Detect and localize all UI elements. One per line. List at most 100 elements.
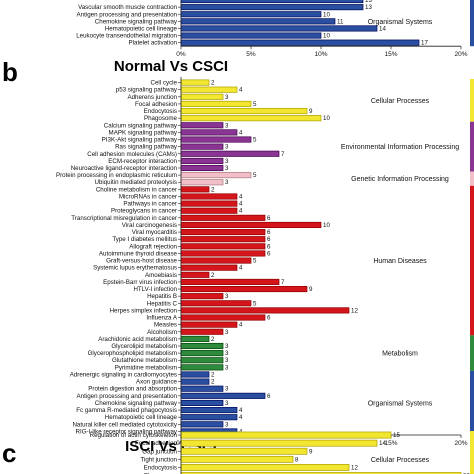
bar-value-label: 11 <box>337 18 344 25</box>
bar-value-label: 17 <box>421 40 428 47</box>
bar <box>180 264 238 271</box>
bar <box>180 278 280 285</box>
category-label: Hepatitis C <box>147 300 178 307</box>
bar <box>180 179 224 186</box>
bar <box>180 385 224 392</box>
bar <box>180 4 364 11</box>
category-label: Endocytosis <box>144 108 177 115</box>
bar-value-label: 2 <box>211 336 215 343</box>
category-label: MAPK signaling pathway <box>109 129 178 136</box>
category-label: Measles <box>154 322 177 329</box>
bar <box>180 122 224 129</box>
category-label: Amoebiasis <box>145 272 177 279</box>
x-tick-label: 20% <box>454 51 467 58</box>
bar <box>180 421 224 428</box>
bar <box>180 335 210 342</box>
category-label: Viral myocarditis <box>132 229 177 236</box>
bar <box>180 250 266 257</box>
category-label: Viral carcinogenesis <box>122 222 177 229</box>
bar-value-label: 9 <box>309 108 313 115</box>
bar <box>180 136 252 143</box>
bar-value-label: 6 <box>267 315 271 322</box>
bar-value-label: 10 <box>323 115 330 122</box>
group-label: Organismal Systems <box>368 19 433 26</box>
bar-value-label: 6 <box>267 215 271 222</box>
bar-value-label: 5 <box>253 300 257 307</box>
category-label: Systemic lupus erythematosus <box>93 265 177 272</box>
bar-value-label: 7 <box>281 279 285 286</box>
bar <box>180 79 210 86</box>
category-label: Phagosome <box>144 115 178 122</box>
bar <box>180 200 238 207</box>
category-label: Glycerophospholipid metabolism <box>88 350 177 357</box>
bar-value-label: 3 <box>225 350 229 357</box>
bar-value-label: 9 <box>309 448 313 455</box>
bar-value-label: 4 <box>239 129 243 136</box>
bar-value-label: 2 <box>211 379 215 386</box>
bar <box>180 129 238 136</box>
bar-value-label: 7 <box>281 151 285 158</box>
bar <box>180 357 224 364</box>
bar <box>180 321 238 328</box>
bar-value-label: 10 <box>323 11 330 18</box>
bar-value-label: 3 <box>225 179 229 186</box>
bar-value-label: 6 <box>267 250 271 257</box>
bar-value-label: 12 <box>351 464 358 471</box>
bar <box>180 455 294 463</box>
bar <box>180 285 308 293</box>
bar-value-label: 4 <box>239 201 243 208</box>
x-tick-label: 5% <box>246 51 256 58</box>
x-tick-label: 0% <box>176 51 186 58</box>
category-label: Antigen processing and presentation <box>77 393 178 400</box>
category-label: Focal adhesion <box>135 101 178 108</box>
bar <box>180 0 364 4</box>
x-tick-label: 10% <box>314 51 327 58</box>
panel-a-chart: 13 Vascular smooth muscle contraction 13 An… <box>76 0 474 58</box>
category-label: Endocytosis <box>144 464 177 471</box>
bar <box>180 100 252 107</box>
bar <box>180 172 252 179</box>
panel-title: Normal Vs CSCI <box>114 58 228 75</box>
category-label: Herpes simplex infection <box>110 307 178 314</box>
group-label: Metabolism <box>382 351 418 358</box>
category-label: Antigen processing and presentation <box>77 11 178 18</box>
bar <box>180 236 266 243</box>
bar <box>180 39 420 46</box>
bar-value-label: 6 <box>267 229 271 236</box>
category-label: Adrenergic signaling in cardiomyocytes <box>70 371 177 378</box>
bar-value-label: 2 <box>211 272 215 279</box>
category-label: Vascular smooth muscle contraction <box>78 4 177 11</box>
bar-value-label: 14 <box>379 25 386 32</box>
bar-value-label: 8 <box>295 456 299 463</box>
group-color-strip <box>470 121 474 172</box>
category-label: Choline metabolism in cancer <box>96 186 177 193</box>
category-label: Regulation of actin cytoskeleton <box>90 432 178 439</box>
group-label: Environmental Information Processing <box>341 144 459 151</box>
bar-value-label: 3 <box>225 357 229 364</box>
bar <box>180 472 462 474</box>
bar-value-label: 6 <box>267 393 271 400</box>
bar <box>180 371 210 378</box>
group-label: Cellular Processes <box>371 98 430 105</box>
bar <box>180 464 350 471</box>
bar-value-label: 3 <box>225 293 229 300</box>
bar-value-label: 13 <box>365 0 372 4</box>
group-color-strip <box>470 431 474 474</box>
bar-value-label: 20 <box>463 473 470 474</box>
bar <box>180 431 392 439</box>
category-label: Hematopoietic cell lineage <box>105 414 178 421</box>
panel-letter: c <box>2 438 16 468</box>
category-label: Autoimmune thyroid disease <box>99 250 178 257</box>
category-label: Hepatitis B <box>147 293 177 300</box>
bar <box>180 293 224 300</box>
bar <box>180 414 238 421</box>
bar <box>180 314 266 321</box>
category-label: Phagosome <box>144 473 178 474</box>
category-label: Graft-versus-host disease <box>106 258 177 265</box>
bar <box>180 257 252 264</box>
category-label: Neuroactive ligand-receptor interaction <box>71 165 178 172</box>
bar-value-label: 9 <box>309 286 313 293</box>
group-color-strip <box>470 79 474 122</box>
bar <box>180 364 224 371</box>
